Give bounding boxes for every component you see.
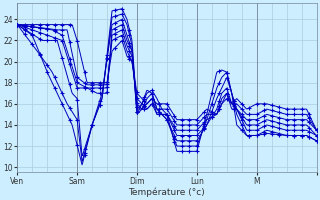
X-axis label: Température (°c): Température (°c) — [129, 187, 205, 197]
